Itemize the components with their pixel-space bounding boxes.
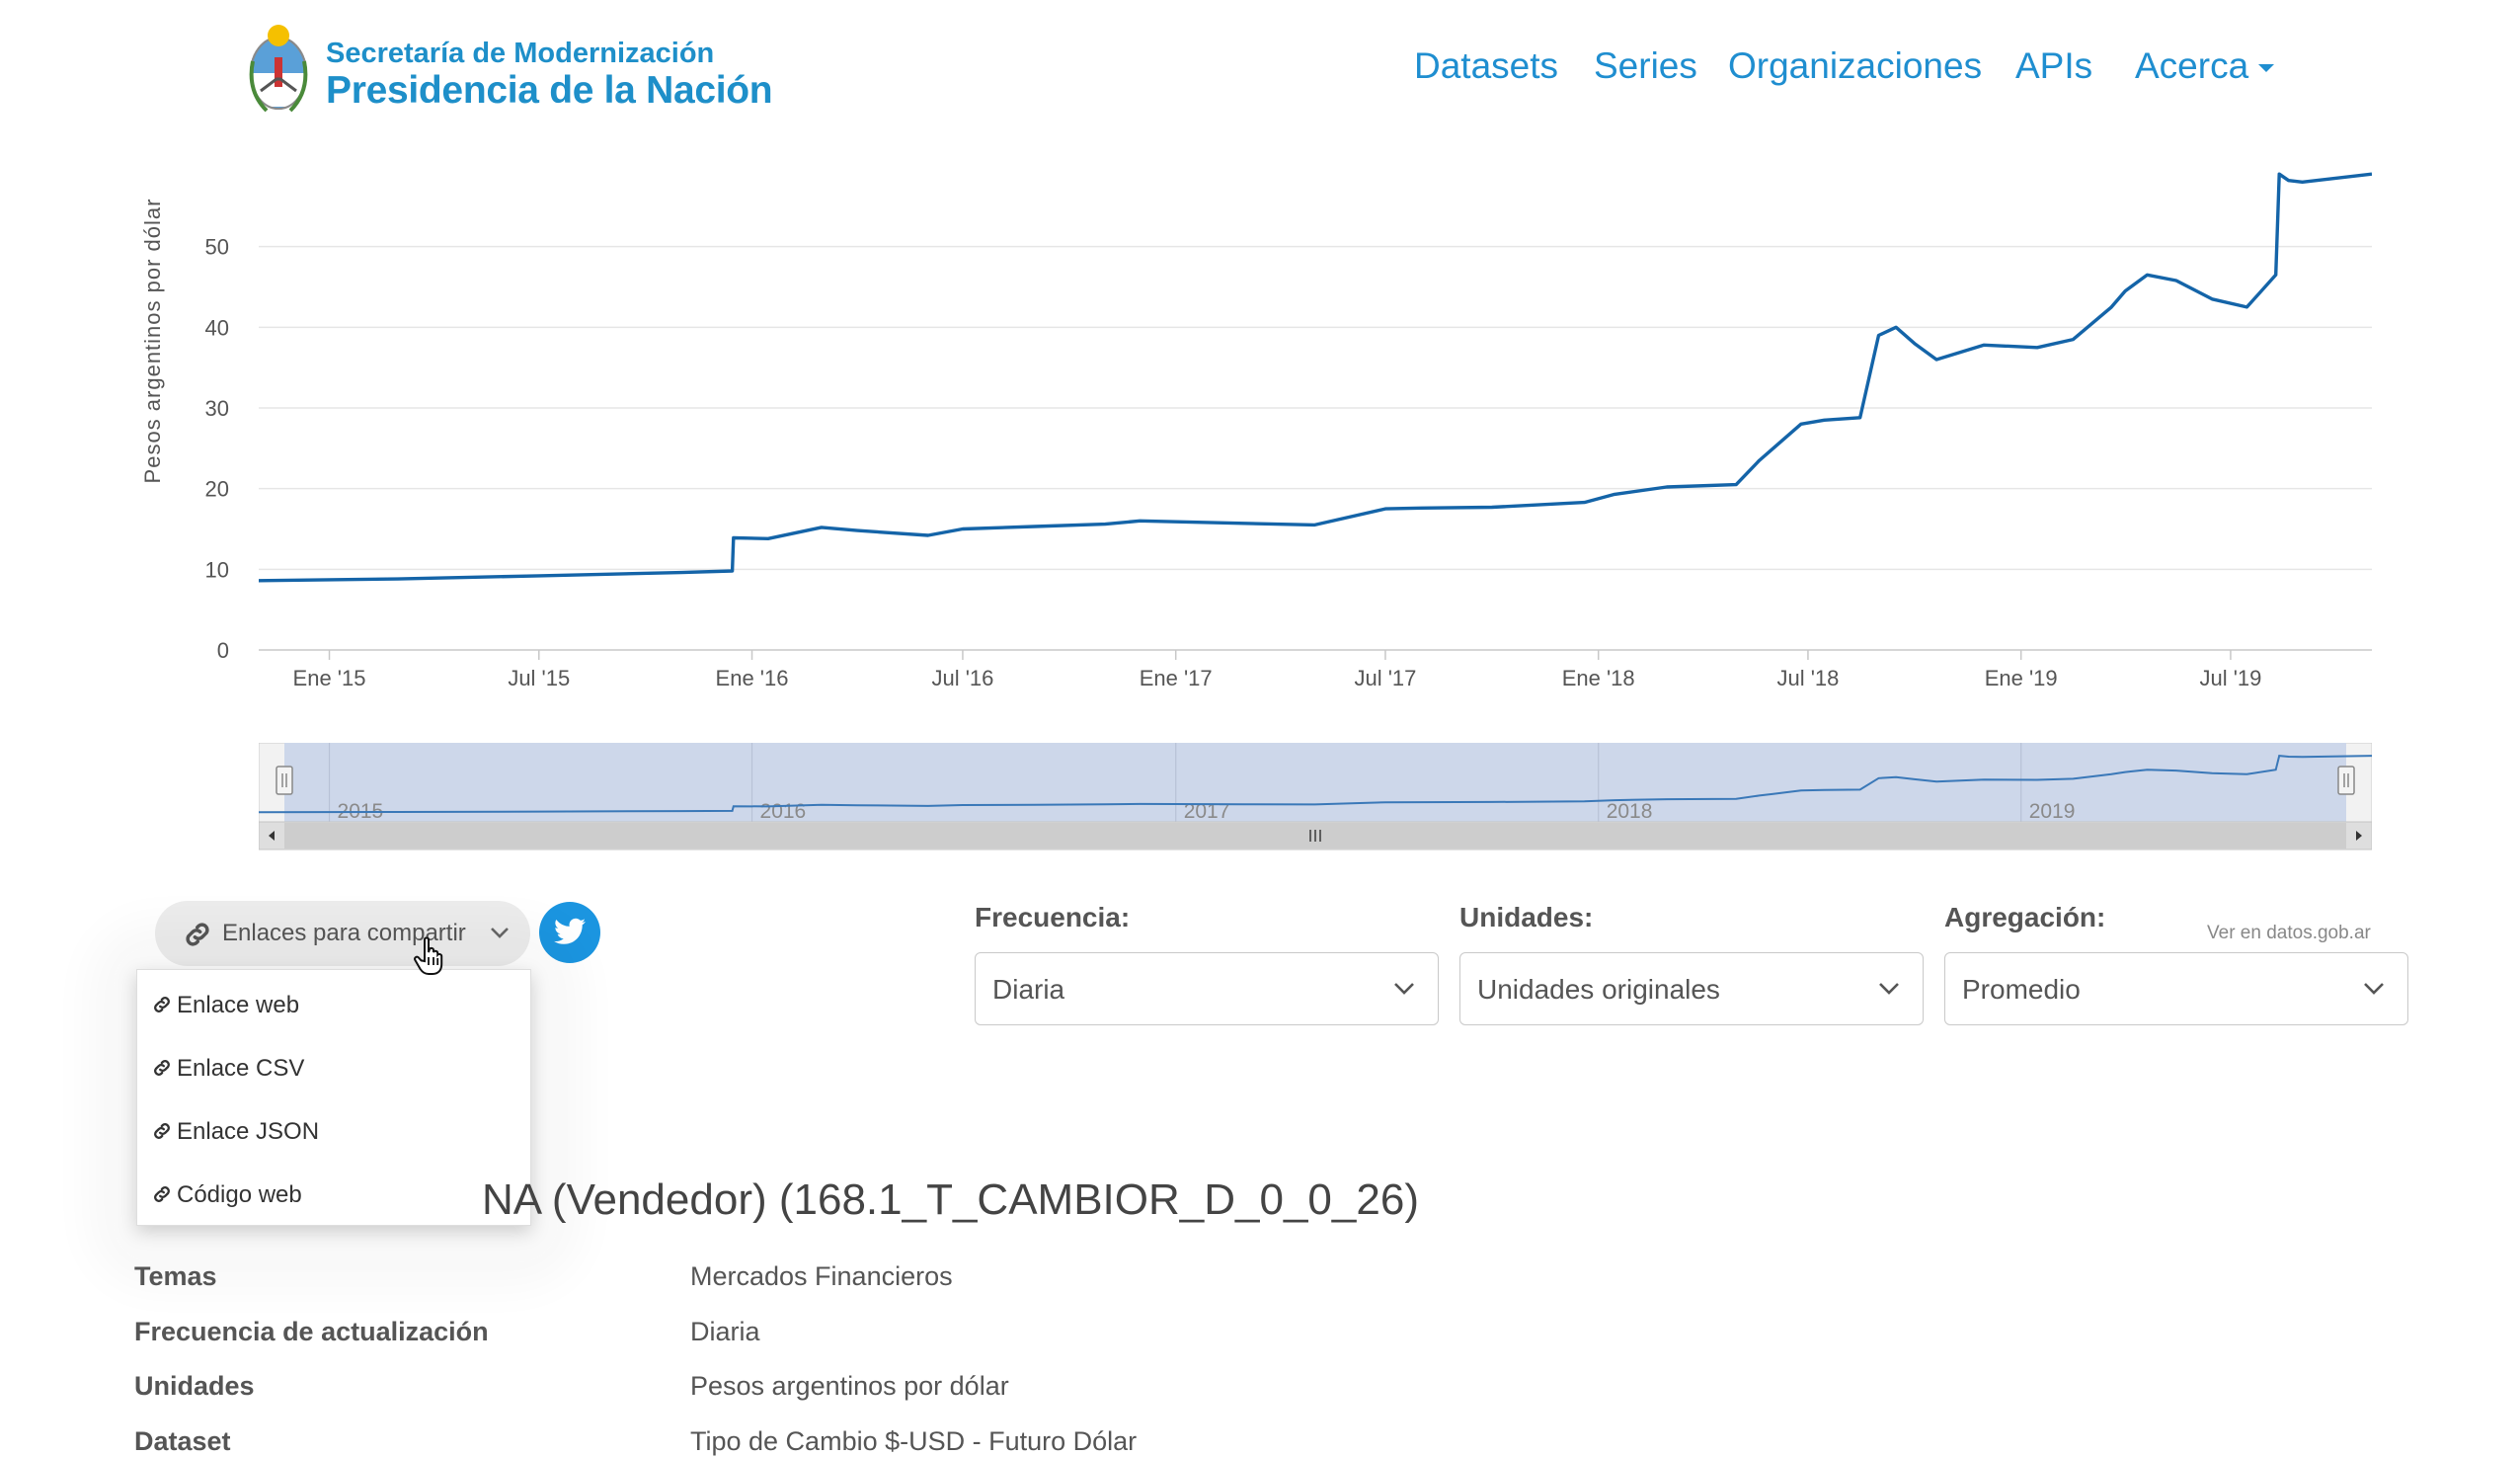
menu-item-label: Enlace JSON [177,1118,320,1145]
link-icon [154,1186,170,1202]
caret-down-icon [2258,64,2275,73]
menu-item-label: Enlace web [177,992,300,1018]
menu-item-label: Código web [177,1181,302,1208]
navigator-year-label: 2017 [1184,800,1230,823]
aggregation-value: Promedio [1962,974,2081,1005]
meta-label-unidades: Unidades [134,1371,255,1401]
navigator-selection [284,743,2346,822]
frequency-value: Diaria [992,974,1065,1005]
navigator-series-line [259,755,2372,814]
logo-title: Presidencia de la Nación [326,69,773,112]
aggregation-select[interactable]: Promedio [1944,952,2408,1025]
frequency-select[interactable]: Diaria [975,952,1439,1025]
menu-item-label: Enlace CSV [177,1055,305,1082]
units-label: Unidades: [1459,902,1594,932]
national-emblem-icon [249,25,308,113]
twitter-icon [554,918,586,944]
navigator-year-label: 2019 [2029,800,2076,823]
meta-label-temas: Temas [134,1261,217,1291]
meta-value-temas: Mercados Financieros [690,1261,953,1291]
chevron-down-icon [2364,983,2384,995]
share-links-menu: Enlace web Enlace CSV Enlace JSON Código… [136,969,531,1226]
frequency-label: Frecuencia: [975,902,1131,932]
x-tick-label: Ene '15 [293,666,366,690]
x-tick-label: Ene '16 [716,666,789,690]
x-tick-label: Jul '17 [1354,666,1416,690]
nav-datasets[interactable]: Datasets [1414,45,1559,86]
handle-body [276,766,293,795]
units-select[interactable]: Unidades originales [1459,952,1924,1025]
datos-gob-link[interactable]: Ver en datos.gob.ar [2207,923,2371,943]
range-navigator[interactable]: 2015 2016 2017 2018 2019 [259,743,2372,851]
nav-apis[interactable]: APIs [2015,45,2093,86]
scroll-right-arrow-icon[interactable] [2356,831,2362,841]
nav-acerca-label: Acerca [2135,45,2249,86]
y-tick-label: 10 [205,557,229,582]
y-tick-label: 50 [205,235,229,260]
x-tick-label: Ene '17 [1140,666,1213,690]
x-tick-label: Jul '16 [931,666,993,690]
navigator-right-handle[interactable] [2337,766,2355,795]
y-tick-label: 20 [205,477,229,502]
series-title: NA (Vendedor) (168.1_T_CAMBIOR_D_0_0_26) [482,1175,1419,1224]
share-links-button[interactable]: Enlaces para compartir [155,901,530,966]
y-tick-label: 40 [205,315,229,340]
navigator-year-label: 2016 [760,800,807,823]
logo-subtitle: Secretaría de Modernización [326,38,715,69]
nav-series[interactable]: Series [1594,45,1697,86]
navigator-left-handle[interactable] [276,766,293,795]
menu-item-enlace-json[interactable]: Enlace JSON [151,1118,319,1146]
x-tick-label: Jul '15 [508,666,570,690]
chevron-down-icon [1879,983,1899,995]
menu-item-enlace-csv[interactable]: Enlace CSV [151,1055,304,1083]
navigator-year-label: 2018 [1607,800,1653,823]
units-value: Unidades originales [1477,974,1720,1005]
x-tick-label: Ene '19 [1985,666,2058,690]
twitter-share-button[interactable] [539,902,600,963]
site-header: Secretaría de Modernización Presidencia … [0,0,2520,138]
link-icon [154,1060,170,1076]
scroll-left-arrow-icon[interactable] [269,831,275,841]
chevron-down-icon [491,928,509,938]
meta-value-unidades: Pesos argentinos por dólar [690,1371,1009,1401]
handle-body [2337,766,2355,795]
nav-organizaciones[interactable]: Organizaciones [1728,45,1983,86]
menu-item-enlace-web[interactable]: Enlace web [151,992,299,1019]
meta-label-frecuencia: Frecuencia de actualización [134,1317,489,1346]
meta-value-frecuencia: Diaria [690,1317,760,1346]
x-tick-label: Jul '19 [2199,666,2261,690]
x-tick-label: Jul '18 [1776,666,1839,690]
y-tick-label: 0 [217,638,229,663]
menu-item-codigo-web[interactable]: Código web [151,1181,302,1209]
link-icon [154,997,170,1012]
aggregation-label: Agregación: [1944,902,2106,932]
time-series-chart[interactable]: 0 10 20 30 40 50 Ene '15 Jul '15 Ene '16 Jul '16 E… [0,138,2520,691]
meta-label-dataset: Dataset [134,1426,231,1456]
link-icon [186,923,209,946]
x-tick-label: Ene '18 [1562,666,1635,690]
series-line [259,172,2372,583]
site-logo[interactable]: Secretaría de Modernización Presidencia … [247,20,773,119]
y-tick-label: 30 [205,396,229,421]
nav-acerca[interactable]: Acerca [2135,45,2275,87]
meta-value-dataset: Tipo de Cambio $-USD - Futuro Dólar [690,1426,1138,1456]
hand-pointer-cursor-icon [414,936,443,975]
y-axis-label: Pesos argentinos por dólar [140,198,165,484]
chevron-down-icon [1394,983,1414,995]
link-icon [154,1123,170,1139]
